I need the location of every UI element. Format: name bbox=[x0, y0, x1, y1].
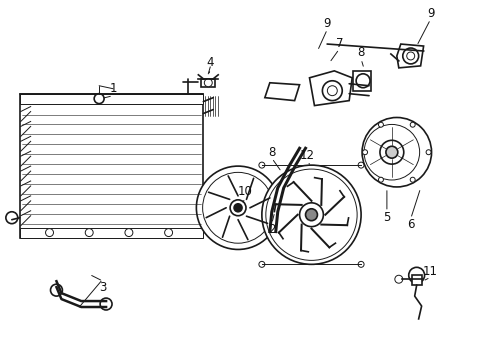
Circle shape bbox=[409, 267, 425, 283]
Circle shape bbox=[50, 284, 62, 296]
Circle shape bbox=[6, 212, 18, 224]
Circle shape bbox=[378, 177, 383, 182]
Circle shape bbox=[358, 162, 364, 168]
Circle shape bbox=[165, 229, 172, 237]
Circle shape bbox=[85, 229, 93, 237]
Circle shape bbox=[230, 200, 246, 216]
Bar bbox=[201, 79, 215, 87]
Circle shape bbox=[125, 229, 133, 237]
Text: 12: 12 bbox=[300, 149, 315, 162]
Text: 4: 4 bbox=[206, 57, 214, 69]
Circle shape bbox=[386, 146, 398, 158]
Circle shape bbox=[266, 169, 357, 260]
Circle shape bbox=[204, 79, 212, 87]
Circle shape bbox=[362, 117, 432, 187]
Polygon shape bbox=[310, 71, 352, 105]
Text: 7: 7 bbox=[336, 37, 343, 50]
Circle shape bbox=[403, 48, 418, 64]
Circle shape bbox=[407, 52, 415, 60]
Bar bbox=[20, 94, 203, 104]
Text: 1: 1 bbox=[109, 82, 117, 95]
Bar bbox=[20, 228, 203, 238]
Circle shape bbox=[299, 203, 323, 227]
Circle shape bbox=[94, 94, 104, 104]
Circle shape bbox=[203, 172, 273, 243]
Text: 3: 3 bbox=[99, 281, 107, 294]
Circle shape bbox=[410, 177, 415, 182]
Bar bbox=[20, 94, 203, 238]
Circle shape bbox=[234, 204, 242, 212]
Circle shape bbox=[259, 162, 265, 168]
Text: 9: 9 bbox=[323, 17, 331, 30]
Circle shape bbox=[262, 165, 361, 264]
Bar bbox=[412, 275, 421, 285]
Polygon shape bbox=[397, 44, 424, 68]
Circle shape bbox=[196, 166, 280, 249]
Circle shape bbox=[358, 261, 364, 267]
Polygon shape bbox=[265, 83, 299, 100]
Text: 6: 6 bbox=[407, 218, 415, 231]
Circle shape bbox=[259, 261, 265, 267]
Circle shape bbox=[363, 150, 368, 155]
Circle shape bbox=[364, 125, 419, 180]
Text: 5: 5 bbox=[383, 211, 391, 224]
Circle shape bbox=[380, 140, 404, 164]
Circle shape bbox=[410, 122, 415, 127]
Text: 9: 9 bbox=[427, 7, 434, 20]
Circle shape bbox=[395, 275, 403, 283]
Circle shape bbox=[46, 229, 53, 237]
Circle shape bbox=[378, 122, 383, 127]
Bar bbox=[353, 71, 371, 91]
Circle shape bbox=[356, 74, 370, 88]
Text: 2: 2 bbox=[268, 223, 275, 236]
Text: 8: 8 bbox=[268, 146, 275, 159]
Text: 11: 11 bbox=[423, 265, 438, 278]
Text: 8: 8 bbox=[357, 46, 365, 59]
Circle shape bbox=[426, 150, 431, 155]
Circle shape bbox=[327, 86, 337, 96]
Circle shape bbox=[100, 298, 112, 310]
Circle shape bbox=[306, 209, 318, 221]
Text: 10: 10 bbox=[238, 185, 252, 198]
Circle shape bbox=[322, 81, 342, 100]
